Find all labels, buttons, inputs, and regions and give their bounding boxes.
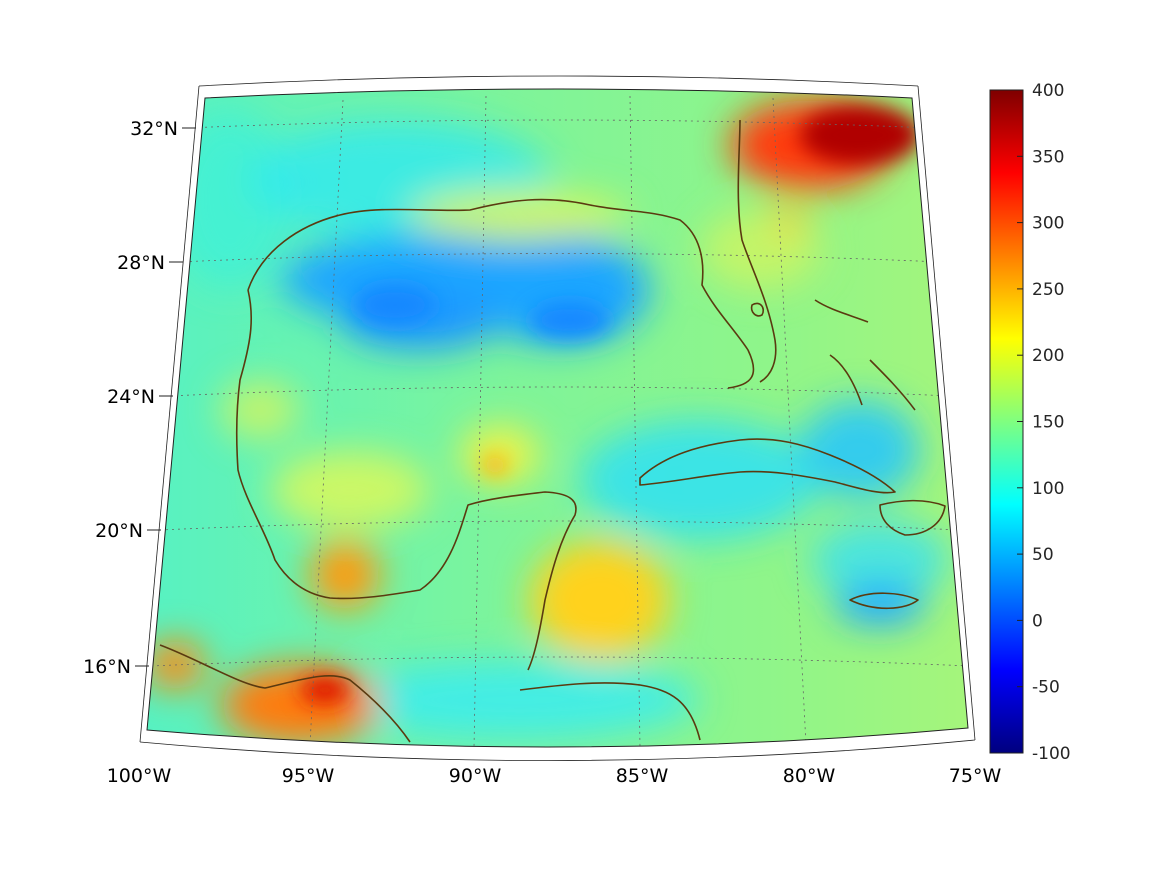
data-field	[147, 89, 968, 748]
central-america-caribbean	[519, 682, 701, 741]
lon-label: 90°W	[449, 765, 502, 787]
coastlines	[159, 119, 946, 743]
cuba	[639, 438, 896, 494]
lon-label: 85°W	[616, 765, 669, 787]
colorbar-tick-label: -100	[1032, 744, 1071, 764]
lat-label: 28°N	[117, 252, 165, 274]
graticule	[150, 95, 968, 748]
central-america-coastline	[159, 644, 411, 743]
lat-label: 20°N	[95, 520, 143, 542]
colorbar-tick-label: 400	[1032, 81, 1064, 101]
colorbar-tick-label: 100	[1032, 479, 1064, 499]
jamaica	[849, 592, 919, 610]
colorbar-tick-label: -50	[1032, 678, 1060, 698]
gulf-coastline	[247, 198, 755, 389]
lon-label: 100°W	[107, 765, 172, 787]
latitude-labels: 32°N 28°N 24°N 20°N 16°N	[83, 118, 196, 678]
colorbar-tick-label: 150	[1032, 413, 1064, 433]
lon-label: 80°W	[783, 765, 836, 787]
lat-label: 24°N	[107, 386, 155, 408]
colorbar: 400 350 300 250 200 150 100 50 0 -50 -100	[989, 81, 1071, 764]
mexico-coastline	[235, 289, 577, 671]
colorbar-tick-label: 350	[1032, 147, 1064, 167]
lat-label: 16°N	[83, 656, 131, 678]
colorbar-ticks: 400 350 300 250 200 150 100 50 0 -50 -100	[1017, 81, 1071, 764]
lat-label: 32°N	[130, 118, 178, 140]
florida-east-coast	[737, 119, 777, 383]
longitude-labels: 100°W 95°W 90°W 85°W 80°W 75°W	[107, 765, 1002, 787]
colorbar-tick-label: 300	[1032, 214, 1064, 234]
map-frame	[139, 75, 976, 761]
bahamas	[814, 299, 916, 411]
colorbar-tick-label: 200	[1032, 346, 1064, 366]
hispaniola	[879, 499, 946, 536]
colorbar-tick-label: 50	[1032, 545, 1054, 565]
lake-okeechobee	[750, 302, 765, 317]
colorbar-tick-label: 250	[1032, 280, 1064, 300]
colorbar-tick-label: 0	[1032, 611, 1043, 631]
lon-label: 75°W	[949, 765, 1002, 787]
lon-label: 95°W	[282, 765, 335, 787]
